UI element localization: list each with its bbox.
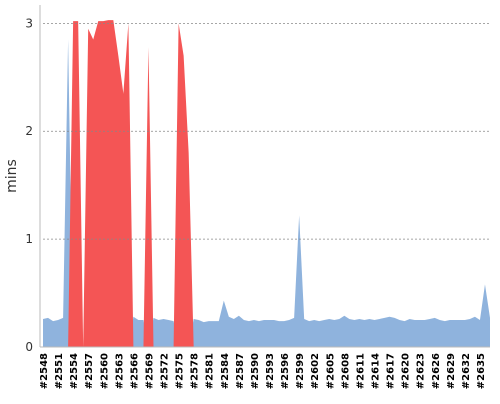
- x-tick-label: #2572: [160, 353, 171, 389]
- y-tick-label: 0: [25, 340, 33, 354]
- area: [43, 20, 490, 348]
- x-tick-label: #2623: [416, 353, 427, 389]
- x-tick-label: #2632: [461, 353, 472, 389]
- x-tick-label: #2584: [220, 353, 231, 389]
- x-tick-label: #2563: [114, 353, 125, 389]
- x-tick-label: #2602: [310, 353, 321, 389]
- x-tick-label: #2629: [446, 353, 457, 389]
- y-tick-label: 1: [25, 232, 33, 246]
- x-tick-label: #2551: [54, 353, 65, 389]
- y-tick-label: 3: [25, 16, 33, 30]
- x-tick-label: #2566: [129, 353, 140, 389]
- y-axis-label: mins: [4, 159, 20, 193]
- x-tick-label: #2614: [370, 353, 381, 389]
- x-tick-label: #2611: [355, 353, 366, 389]
- x-tick-label: #2599: [295, 353, 306, 389]
- x-tick-label: #2617: [386, 353, 397, 389]
- x-tick-label: #2548: [39, 353, 50, 389]
- x-tick-label: #2635: [476, 353, 487, 389]
- x-tick-label: #2593: [265, 353, 276, 389]
- x-tick-label: #2575: [175, 353, 186, 389]
- y-tick-label: 2: [25, 124, 33, 138]
- x-tick-label: #2587: [235, 353, 246, 389]
- x-tick-label: #2554: [69, 353, 80, 389]
- x-tick-label: #2626: [431, 353, 442, 389]
- x-tick-label: #2581: [205, 353, 216, 389]
- x-tick-label: #2596: [280, 353, 291, 389]
- x-tick-label: #2620: [401, 353, 412, 389]
- x-tick-label: #2569: [144, 353, 155, 389]
- x-tick-label: #2608: [340, 353, 351, 389]
- x-tick-label: #2578: [190, 353, 201, 389]
- x-tick-label: #2557: [84, 353, 95, 389]
- x-tick-label: #2590: [250, 353, 261, 389]
- x-tick-label: #2560: [99, 353, 110, 389]
- x-tick-label: #2605: [325, 353, 336, 389]
